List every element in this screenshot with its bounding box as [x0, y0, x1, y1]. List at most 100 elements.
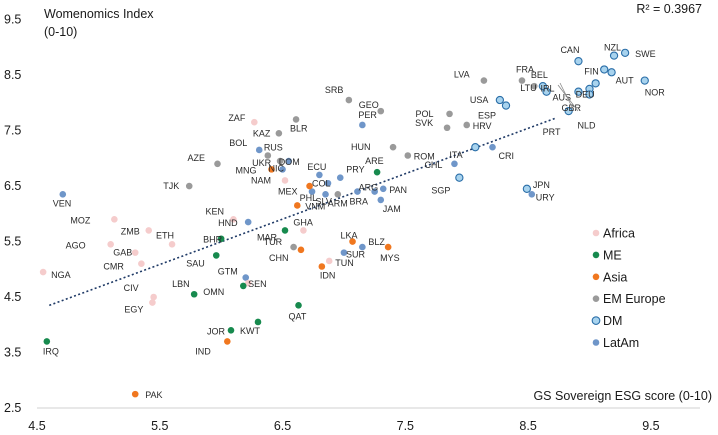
- point-irl: [542, 87, 551, 96]
- point-label-cri: CRI: [499, 151, 515, 161]
- point-pan: [379, 185, 387, 193]
- point-gab: [131, 249, 139, 256]
- point-phl: [306, 182, 313, 190]
- point-omn: [239, 282, 247, 290]
- point-label-jor: JOR: [207, 326, 226, 336]
- point-pak: [131, 390, 139, 398]
- point-label-rom: ROM: [414, 152, 435, 162]
- point-bol: [255, 146, 263, 154]
- point-label-nic: NIC: [269, 163, 285, 173]
- point-deu: [591, 79, 600, 88]
- point-label-per: PER: [358, 110, 377, 120]
- point-label-arg: ARG: [359, 183, 379, 193]
- point-hrv: [463, 121, 471, 129]
- point-label-pak: PAK: [145, 390, 162, 400]
- legend-marker-me: [592, 251, 600, 259]
- legend-marker-africa: [592, 229, 600, 237]
- x-axis-title: GS Sovereign ESG score (0-10): [533, 389, 712, 403]
- point-label-qat: QAT: [289, 311, 307, 321]
- point-label-swe: SWE: [635, 49, 656, 59]
- point-ury: [528, 191, 536, 198]
- point-label-ind: IND: [195, 346, 211, 356]
- point-kaz: [275, 130, 283, 137]
- point-usa: [495, 95, 505, 105]
- point-label-prt: PRT: [543, 127, 561, 137]
- point-cmr: [138, 260, 145, 268]
- point-lbn: [190, 290, 198, 298]
- point-mys: [384, 243, 392, 251]
- legend-marker-asia: [592, 273, 600, 281]
- point-irq: [43, 338, 51, 345]
- point-svk: [443, 124, 451, 132]
- point-ind: [224, 338, 231, 345]
- point-label-lbn: LBN: [172, 279, 190, 289]
- point-geo: [377, 107, 385, 115]
- point-label-hun: HUN: [351, 142, 371, 152]
- point-label-can: CAN: [560, 45, 579, 55]
- point-esp: [501, 101, 511, 110]
- point-arg: [371, 188, 378, 195]
- point-chl: [451, 160, 458, 168]
- point-label-hnd: HND: [218, 218, 238, 228]
- point-rus: [264, 152, 272, 159]
- point-label-chn: CHN: [269, 253, 289, 263]
- legend-marker-em-europe: [592, 295, 600, 303]
- point-label-egy: EGY: [124, 305, 143, 315]
- point-lva: [480, 77, 488, 84]
- point-label-bhr: BHR: [203, 235, 223, 245]
- point-can: [574, 57, 583, 66]
- point-blr: [292, 116, 300, 123]
- point-bel: [538, 81, 547, 91]
- point-label-moz: MOZ: [70, 215, 90, 225]
- point-label-irl: IRL: [541, 84, 555, 94]
- point-label-mex: MEX: [278, 187, 298, 197]
- point-label-omn: OMN: [203, 287, 224, 297]
- point-lka: [349, 238, 356, 245]
- legend: Africa ME Asia EM Europe DM LatAm: [591, 227, 666, 350]
- point-nld: [585, 90, 594, 99]
- point-tjk: [185, 182, 193, 190]
- point-kwt: [254, 318, 262, 326]
- point-label-aut: AUT: [616, 75, 635, 85]
- point-ago: [107, 240, 114, 248]
- point-jam: [377, 196, 385, 204]
- point-egy: [149, 299, 156, 306]
- point-label-lva: LVA: [454, 70, 470, 80]
- point-arm: [334, 191, 342, 198]
- y-tick-label: 5.5: [4, 235, 21, 249]
- point-labels: VEN NGA IRQ MOZ ZMB AGO CMR GAB ETH TJK AZE ZAF KAZ B…: [43, 43, 665, 401]
- point-bra: [354, 188, 361, 195]
- point-prt: [564, 106, 573, 116]
- point-label-cmr: CMR: [103, 262, 124, 272]
- point-label-ukr: UKR: [252, 158, 272, 168]
- point-moz: [111, 216, 118, 223]
- x-axis-ticks: 4.5 5.5 6.5 7.5 8.5 9.5: [28, 419, 659, 433]
- data-points: [39, 48, 649, 398]
- point-label-chl: CHL: [424, 160, 442, 170]
- legend-label-latam: LatAm: [603, 336, 639, 350]
- point-ukr: [276, 157, 284, 165]
- point-label-irq: IRQ: [43, 346, 59, 356]
- point-qat: [295, 302, 302, 309]
- point-label-ago: AGO: [66, 240, 86, 250]
- point-aus: [574, 87, 583, 96]
- point-label-usa: USA: [470, 95, 489, 105]
- point-label-pol: POL: [416, 109, 434, 119]
- point-pol: [446, 110, 453, 118]
- point-label-ecu: ECU: [307, 162, 326, 172]
- point-ita: [471, 143, 480, 152]
- r-squared-label: R² = 0.3967: [636, 2, 702, 16]
- point-label-aus: AUS: [552, 93, 571, 103]
- point-dom: [285, 157, 292, 165]
- x-tick-label: 5.5: [151, 419, 168, 433]
- point-nic: [279, 166, 286, 173]
- point-label-svk: SVK: [415, 118, 433, 128]
- point-label-phl: PHL: [300, 193, 318, 203]
- point-label-nam: NAM: [251, 175, 271, 185]
- point-label-fin: FIN: [584, 66, 599, 76]
- point-nam: [281, 177, 289, 184]
- point-label-esp: ESP: [478, 111, 496, 121]
- point-hun: [389, 143, 397, 151]
